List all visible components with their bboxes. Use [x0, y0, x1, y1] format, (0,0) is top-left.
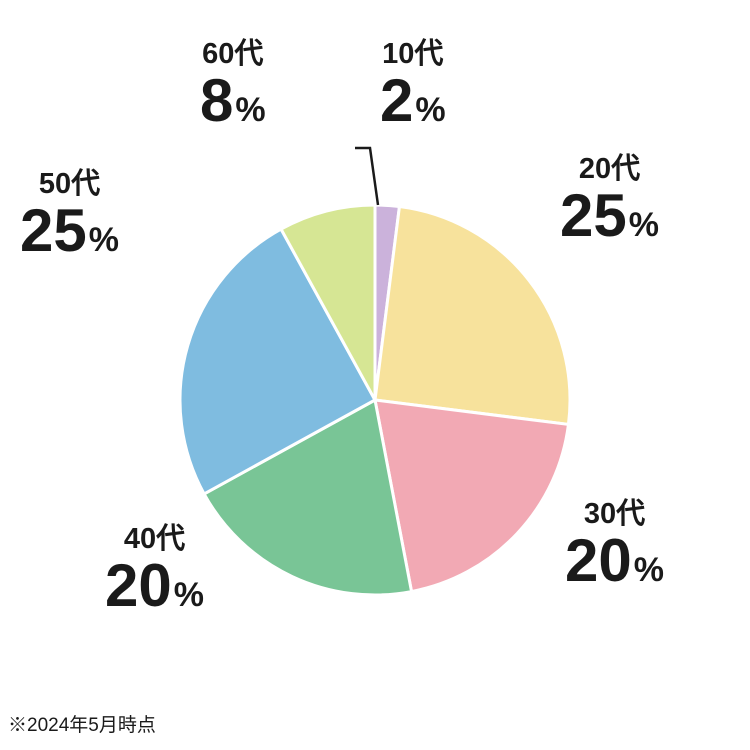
slice-percent-line: 2% — [380, 71, 446, 131]
slice-percent-line: 25% — [20, 201, 119, 261]
slice-percent-number: 25 — [20, 201, 87, 261]
slice-age-label: 10代 — [380, 40, 446, 69]
leader-line — [355, 148, 378, 205]
slice-label: 40代20% — [105, 525, 204, 616]
slice-age-label: 50代 — [20, 170, 119, 199]
percent-icon: % — [634, 553, 664, 587]
percent-icon: % — [235, 93, 265, 127]
slice-percent-number: 25 — [560, 186, 627, 246]
slice-label: 10代2% — [380, 40, 446, 131]
leader-lines — [355, 148, 378, 205]
pie-slice — [375, 207, 570, 425]
percent-icon: % — [415, 93, 445, 127]
slice-percent-line: 25% — [560, 186, 659, 246]
slice-age-label: 30代 — [565, 500, 664, 529]
slice-percent-number: 20 — [565, 531, 632, 591]
pie-slices — [180, 205, 570, 595]
slice-label: 50代25% — [20, 170, 119, 261]
slice-age-label: 20代 — [560, 155, 659, 184]
slice-label: 30代20% — [565, 500, 664, 591]
footnote-text: ※2024年5月時点 — [8, 710, 156, 737]
slice-percent-line: 20% — [105, 556, 204, 616]
slice-percent-number: 2 — [380, 71, 413, 131]
slice-age-label: 60代 — [200, 40, 266, 69]
slice-label: 20代25% — [560, 155, 659, 246]
pie-svg — [0, 0, 750, 750]
percent-icon: % — [629, 208, 659, 242]
percent-icon: % — [174, 578, 204, 612]
slice-percent-line: 8% — [200, 71, 266, 131]
slice-label: 60代8% — [200, 40, 266, 131]
slice-percent-number: 20 — [105, 556, 172, 616]
slice-percent-number: 8 — [200, 71, 233, 131]
age-distribution-pie-chart: 10代2%20代25%30代20%40代20%50代25%60代8% ※2024… — [0, 0, 750, 750]
slice-age-label: 40代 — [105, 525, 204, 554]
percent-icon: % — [89, 223, 119, 257]
slice-percent-line: 20% — [565, 531, 664, 591]
